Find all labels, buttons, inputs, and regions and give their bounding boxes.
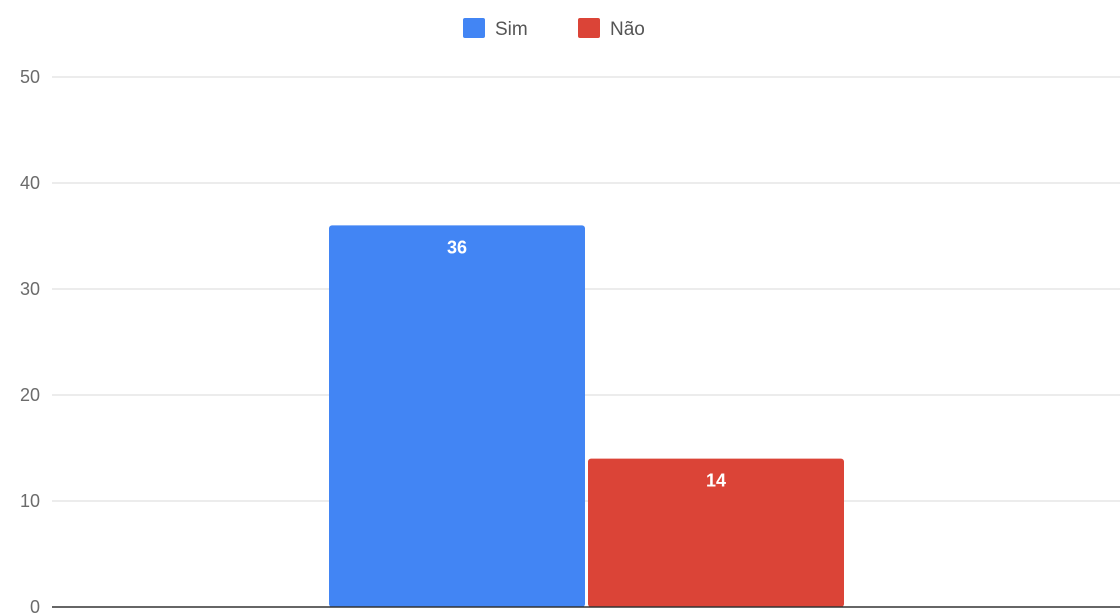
- y-tick-label: 0: [30, 597, 40, 615]
- legend-label-nao: Não: [610, 19, 645, 40]
- y-tick-label: 10: [20, 491, 40, 511]
- legend: Sim Não: [463, 18, 645, 40]
- legend-label-sim: Sim: [495, 19, 528, 40]
- y-tick-label: 20: [20, 385, 40, 405]
- bar-nao: [588, 458, 844, 607]
- y-tick-label: 50: [20, 67, 40, 87]
- gridlines: [52, 76, 1120, 502]
- y-tick-label: 40: [20, 173, 40, 193]
- data-labels: 36 14: [447, 237, 726, 490]
- data-label-sim: 36: [447, 237, 467, 257]
- bar-sim: [329, 225, 585, 607]
- data-label-nao: 14: [706, 471, 726, 491]
- legend-swatch-nao: [578, 18, 600, 38]
- y-axis-ticks: 0 10 20 30 40 50: [20, 67, 40, 615]
- legend-swatch-sim: [463, 18, 485, 38]
- bars: [52, 225, 1120, 608]
- y-tick-label: 30: [20, 279, 40, 299]
